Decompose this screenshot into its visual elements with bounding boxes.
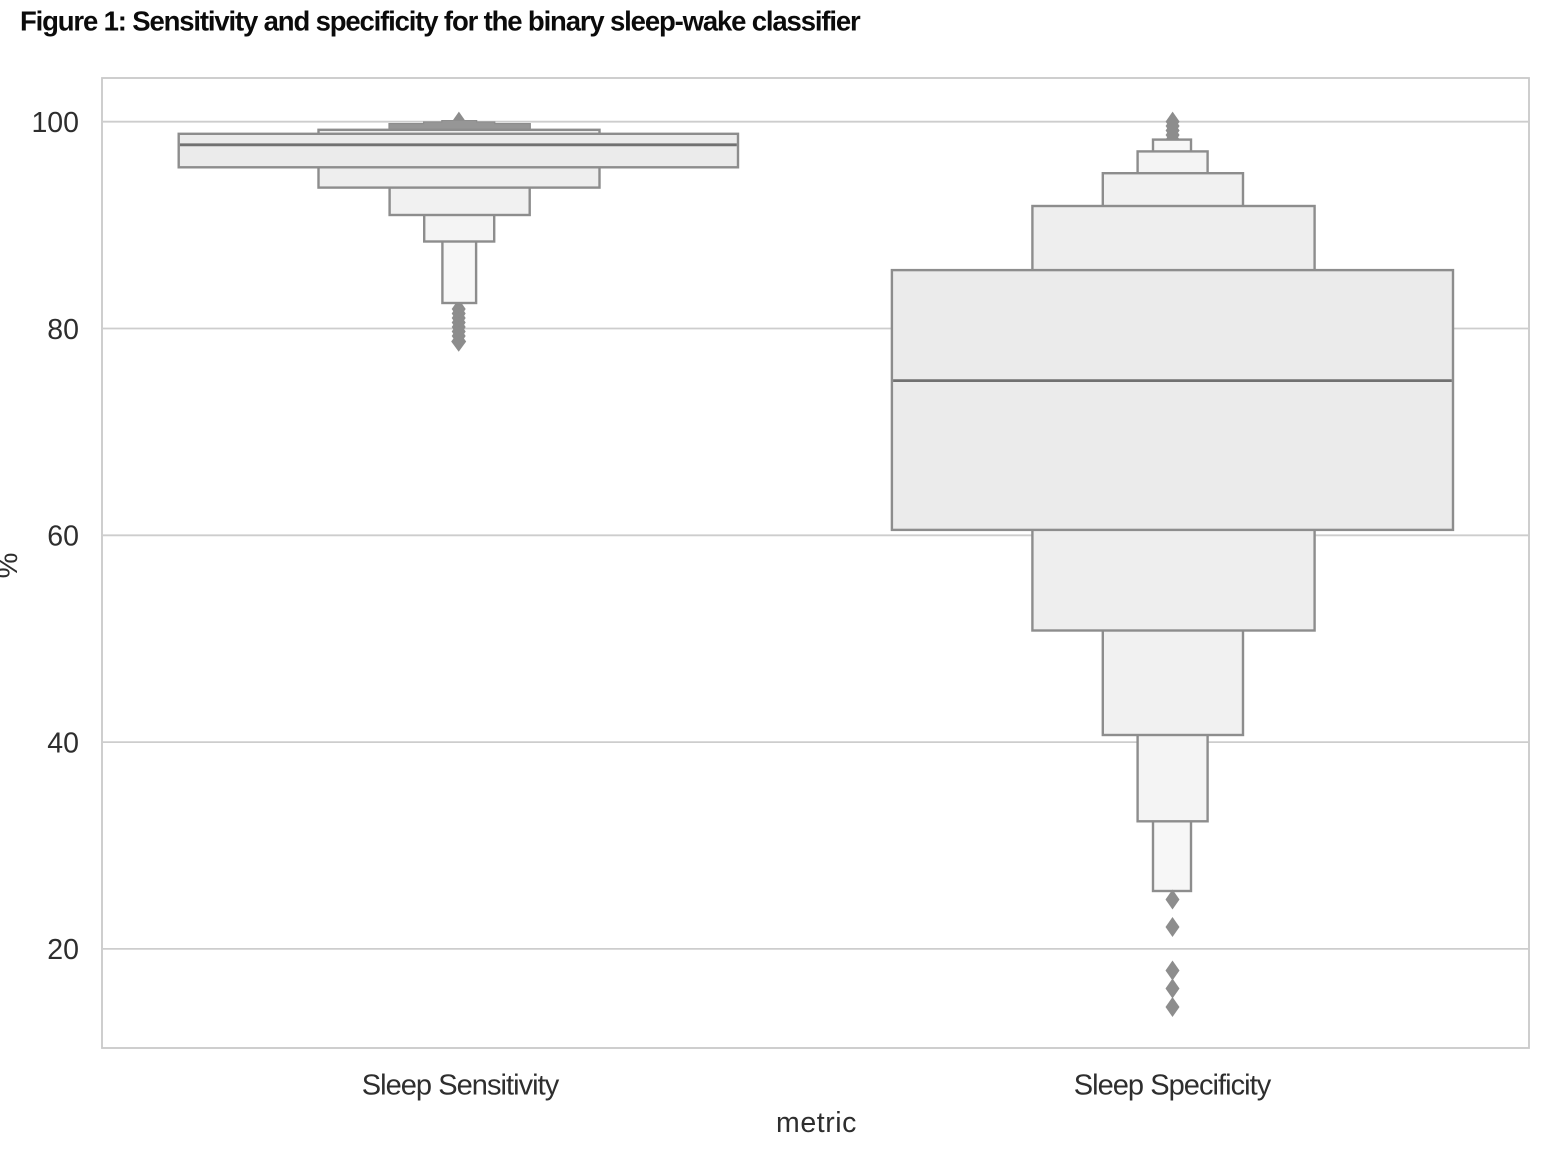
svg-text:100: 100 [31,107,79,139]
svg-text:20: 20 [47,934,79,966]
svg-text:80: 80 [47,314,79,346]
svg-text:%: % [0,553,24,579]
svg-text:60: 60 [47,521,79,553]
svg-text:metric: metric [776,1107,857,1139]
svg-text:Figure 1: Sensitivity and spec: Figure 1: Sensitivity and specificity fo… [20,6,861,37]
svg-text:Sleep Specificity: Sleep Specificity [1074,1069,1272,1101]
svg-text:40: 40 [47,727,79,759]
svg-text:Sleep Sensitivity: Sleep Sensitivity [362,1069,560,1101]
